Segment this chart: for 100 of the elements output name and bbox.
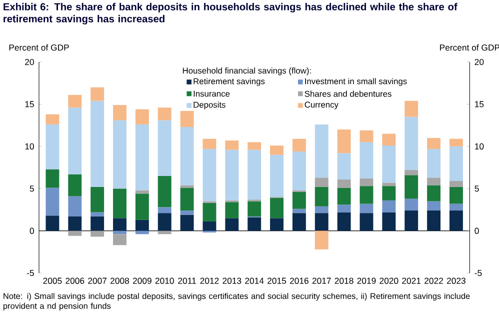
x-tick-label: 2014 (245, 278, 264, 284)
bar (382, 200, 396, 212)
bar (68, 196, 82, 216)
bar (360, 204, 374, 214)
bar (449, 138, 463, 146)
y-tick-label: 20 (25, 58, 34, 66)
bar (135, 109, 149, 124)
bar (292, 208, 306, 214)
bar (202, 222, 216, 231)
bar (225, 150, 239, 200)
bar (270, 218, 284, 231)
bar (113, 188, 126, 218)
bar (404, 100, 418, 117)
bar (382, 134, 396, 146)
bar (314, 186, 328, 206)
x-tick-label: 2019 (357, 278, 376, 284)
bar (225, 202, 239, 218)
bar (449, 146, 463, 182)
bar (180, 185, 194, 188)
bar (68, 108, 82, 174)
bar (337, 204, 351, 212)
bar (337, 188, 351, 205)
y2-tick-label: -5 (474, 270, 482, 276)
bar (180, 110, 194, 127)
bar (314, 124, 328, 178)
bar (158, 213, 172, 231)
bar (427, 148, 441, 178)
bar (135, 194, 149, 220)
bar (68, 216, 82, 231)
bar (404, 116, 418, 170)
bar (427, 138, 441, 149)
text: Note: i) Small savings include postal deposits, savings certificates and social security schemes, ii) Retirement savings include provident a nd pension funds (3, 292, 470, 311)
x-tick-label: 2021 (402, 278, 421, 284)
bar (180, 214, 194, 231)
x-tick-label: 2011 (178, 278, 196, 284)
bar (314, 213, 328, 231)
bar (382, 146, 396, 183)
bar (113, 105, 126, 120)
bar (314, 230, 328, 250)
bar (46, 169, 60, 188)
bar (68, 94, 82, 108)
bar (158, 120, 172, 176)
bar (337, 212, 351, 231)
bar (382, 186, 396, 200)
x-tick-label: 2006 (66, 278, 84, 284)
bar (292, 151, 306, 190)
bar (90, 87, 104, 101)
bar (158, 108, 172, 120)
bar (90, 212, 104, 216)
x-tick-label: 2010 (155, 278, 174, 284)
bar (225, 218, 239, 231)
x-tick-label: 2018 (334, 278, 354, 284)
bar (337, 153, 351, 180)
legend-label: Retirement savings (194, 78, 265, 86)
y-tick-label: 10 (25, 143, 34, 150)
bar (270, 154, 284, 198)
x-tick-label: 2005 (43, 278, 62, 284)
bar (404, 170, 418, 176)
bar (248, 150, 262, 200)
bar (449, 186, 463, 204)
y-tick-label: 15 (25, 101, 34, 108)
x-tick-label: 2023 (447, 278, 466, 284)
bar (360, 213, 374, 231)
bar (202, 148, 216, 202)
bar (46, 216, 60, 231)
bar (292, 192, 306, 209)
bar (113, 218, 126, 231)
bar (404, 210, 418, 231)
x-tick-label: 2007 (88, 278, 107, 284)
x-tick-label: 2020 (380, 278, 398, 284)
bar (404, 198, 418, 211)
bar (449, 210, 463, 231)
bar (248, 201, 262, 216)
legend-label: Currency (304, 102, 338, 110)
x-tick-label: 2015 (268, 278, 286, 284)
y2-tick-label: 0 (474, 228, 479, 234)
bar (360, 178, 374, 186)
x-tick-label: 2012 (200, 278, 219, 284)
bar (449, 204, 463, 211)
bar (202, 202, 216, 222)
bar (68, 230, 82, 236)
y2-tick-label: 10 (475, 143, 484, 150)
bar (90, 100, 104, 187)
bar (337, 179, 351, 188)
bar (427, 178, 441, 186)
bar (135, 124, 149, 190)
chart-title: Exhibit 6: The share of bank deposits in households savings has declined while the share of retirement savings has increased (4, 2, 458, 24)
bar (90, 216, 104, 231)
bar (427, 210, 441, 231)
bar (314, 206, 328, 214)
bar (404, 175, 418, 199)
bar (360, 186, 374, 204)
bar (360, 142, 374, 178)
x-tick-label: 2016 (290, 278, 308, 284)
legend-title: Household financial savings (flow): (182, 67, 311, 76)
y2-tick-label: 20 (474, 58, 484, 66)
bar (314, 178, 328, 187)
bar (180, 210, 194, 215)
y-tick-label: 0 (30, 228, 34, 234)
x-tick-label: 2009 (132, 278, 152, 284)
